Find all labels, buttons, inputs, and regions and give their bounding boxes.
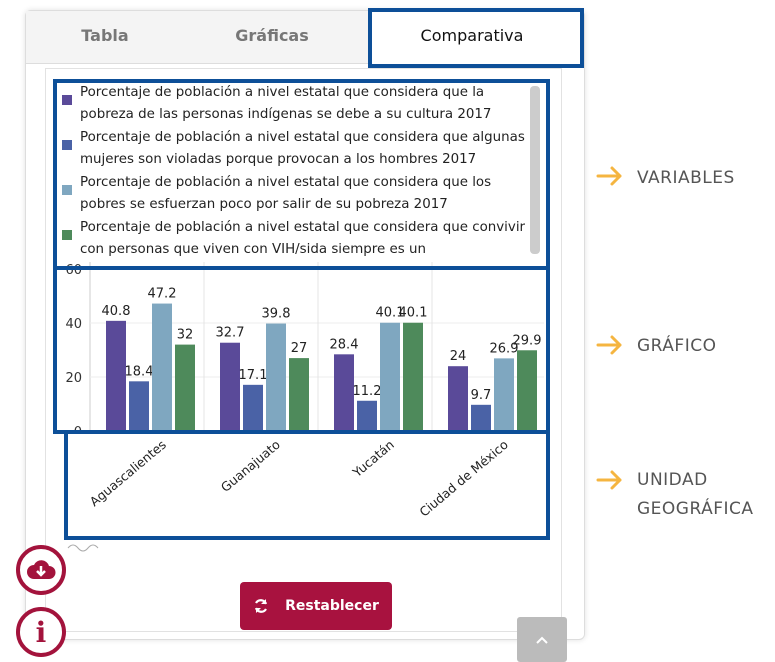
legend-entry[interactable]: Porcentaje de población a nivel estatal … bbox=[58, 82, 534, 126]
value-label: 18.4 bbox=[125, 364, 154, 379]
bar bbox=[380, 322, 400, 431]
value-label: 40.8 bbox=[102, 304, 131, 319]
bar bbox=[220, 342, 240, 431]
legend-label: Porcentaje de población a nivel estatal … bbox=[80, 175, 492, 212]
value-label: 27 bbox=[291, 341, 308, 356]
y-tick-label: 0 bbox=[74, 425, 82, 440]
value-label: 29.9 bbox=[513, 333, 542, 348]
legend-label: Porcentaje de población a nivel estatal … bbox=[80, 220, 526, 257]
value-label: 26.9 bbox=[490, 341, 519, 356]
refresh-icon bbox=[255, 599, 268, 613]
legend-swatch bbox=[62, 95, 72, 105]
annotation: GRÁFICO bbox=[637, 336, 717, 356]
annotation: VARIABLES bbox=[637, 168, 735, 188]
bar bbox=[517, 350, 537, 431]
value-label: 9.7 bbox=[471, 388, 492, 403]
download-button[interactable] bbox=[16, 545, 66, 595]
bar bbox=[494, 358, 514, 431]
download-icon bbox=[27, 560, 56, 579]
scrollbar[interactable] bbox=[530, 86, 540, 254]
tab[interactable]: Tabla bbox=[81, 26, 129, 45]
bar bbox=[266, 323, 286, 431]
legend-entry[interactable]: Porcentaje de población a nivel estatal … bbox=[58, 217, 534, 261]
legend: Porcentaje de población a nivel estatal … bbox=[58, 82, 534, 264]
info-icon: i bbox=[35, 615, 47, 649]
bar bbox=[175, 344, 195, 431]
legend-swatch bbox=[62, 140, 72, 150]
chevron-up bbox=[536, 636, 548, 644]
value-label: 24 bbox=[450, 349, 467, 364]
legend-label: Porcentaje de población a nivel estatal … bbox=[80, 130, 525, 167]
legend-entry[interactable]: Porcentaje de población a nivel estatal … bbox=[58, 172, 534, 216]
value-label: 17.1 bbox=[239, 368, 268, 383]
info-button[interactable]: i bbox=[16, 607, 66, 657]
bar bbox=[357, 400, 377, 431]
bar bbox=[403, 322, 423, 431]
value-label: 40.1 bbox=[376, 306, 405, 321]
bar bbox=[129, 381, 149, 431]
legend-swatch bbox=[62, 185, 72, 195]
arrow bbox=[596, 470, 622, 490]
chart-panel bbox=[45, 68, 562, 632]
bar bbox=[334, 354, 354, 431]
arrow bbox=[596, 166, 622, 186]
bar bbox=[243, 384, 263, 431]
value-label: 47.2 bbox=[148, 287, 177, 302]
legend-swatch bbox=[62, 230, 72, 240]
tab[interactable]: Comparativa bbox=[420, 26, 524, 45]
bar bbox=[152, 303, 172, 431]
y-tick-label: 20 bbox=[65, 371, 82, 386]
bar bbox=[106, 320, 126, 431]
geo-highlight bbox=[64, 430, 550, 540]
value-label: 11.2 bbox=[353, 384, 382, 399]
arrow bbox=[596, 335, 622, 355]
bar bbox=[289, 358, 309, 431]
chart-icon bbox=[67, 544, 99, 552]
variables-highlight bbox=[53, 79, 550, 270]
value-label: 32 bbox=[177, 328, 194, 343]
value-label: 28.4 bbox=[330, 337, 359, 352]
reset-button[interactable]: Restablecer bbox=[240, 582, 392, 630]
chart-highlight bbox=[53, 266, 550, 434]
active-tab-highlight bbox=[368, 8, 584, 68]
value-label: 40.1 bbox=[399, 306, 428, 321]
legend-label: Porcentaje de población a nivel estatal … bbox=[80, 85, 492, 122]
value-label: 39.8 bbox=[262, 307, 291, 322]
bar bbox=[471, 404, 491, 431]
button-label: Restablecer bbox=[285, 598, 379, 614]
y-tick-label: 40 bbox=[65, 317, 82, 332]
tab[interactable]: Gráficas bbox=[235, 26, 309, 45]
value-label: 32.7 bbox=[216, 326, 245, 341]
legend-entry[interactable]: Porcentaje de población a nivel estatal … bbox=[58, 127, 534, 171]
annotation: UNIDAD GEOGRÁFICA bbox=[637, 470, 754, 519]
bar bbox=[448, 366, 468, 431]
scroll-top-button[interactable] bbox=[517, 617, 567, 662]
